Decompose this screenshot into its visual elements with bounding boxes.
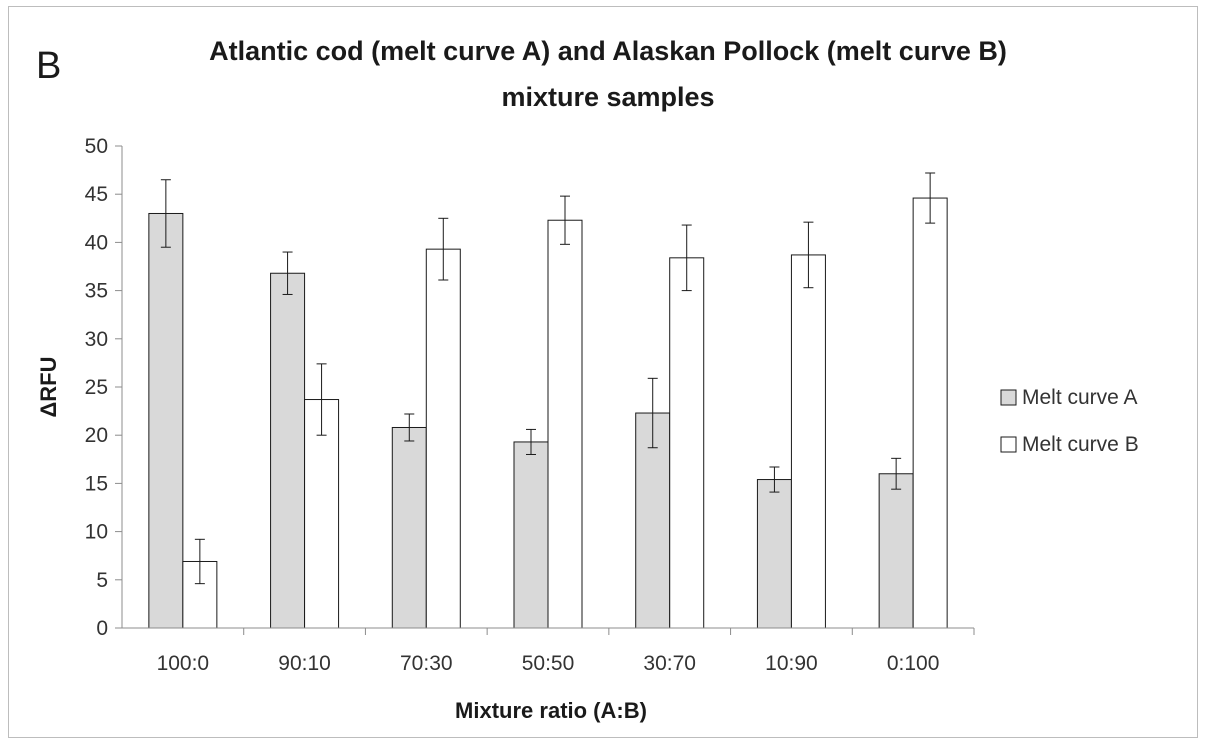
bar-melt-curve-a bbox=[635, 412, 671, 629]
bar-melt-curve-b bbox=[425, 248, 461, 629]
bar-melt-curve-a bbox=[513, 441, 549, 629]
plot-area: 0 5 10 15 20 25 30 35 40 45 50 100:0 90:10 70:30 50:50… bbox=[85, 135, 975, 675]
legend-swatch-melt-curve-b bbox=[1000, 436, 1017, 453]
x-tick-label: 0:100 bbox=[887, 652, 940, 675]
bar-melt-curve-b bbox=[912, 197, 948, 629]
bar-melt-curve-a bbox=[391, 426, 427, 629]
y-tick-label: 0 bbox=[96, 617, 108, 640]
legend-swatch-melt-curve-a bbox=[1000, 389, 1017, 406]
x-tick-label: 30:70 bbox=[643, 652, 696, 675]
x-tick-label: 10:90 bbox=[765, 652, 818, 675]
bar-melt-curve-a bbox=[756, 479, 792, 629]
legend-label-melt-curve-a: Melt curve A bbox=[1022, 386, 1138, 409]
y-tick-label: 35 bbox=[85, 280, 108, 303]
bar-melt-curve-b bbox=[790, 254, 826, 629]
y-tick-label: 10 bbox=[85, 521, 108, 544]
bar-melt-curve-a bbox=[878, 473, 914, 629]
chart-title-line-2: mixture samples bbox=[501, 82, 714, 112]
legend: Melt curve A Melt curve B bbox=[1000, 386, 1139, 456]
y-tick-label: 30 bbox=[85, 328, 108, 351]
y-tick-label: 25 bbox=[85, 376, 108, 399]
y-tick-label: 20 bbox=[85, 424, 108, 447]
bar-melt-curve-b bbox=[304, 399, 340, 629]
bar-melt-curve-b bbox=[547, 219, 583, 629]
panel-label: B bbox=[36, 45, 61, 87]
x-tick-label: 50:50 bbox=[522, 652, 575, 675]
x-tick-label: 90:10 bbox=[278, 652, 331, 675]
bar-melt-curve-a bbox=[270, 272, 306, 629]
legend-label-melt-curve-b: Melt curve B bbox=[1022, 433, 1139, 456]
x-tick-label: 70:30 bbox=[400, 652, 453, 675]
x-tick-label: 100:0 bbox=[157, 652, 210, 675]
x-axis-label: Mixture ratio (A:B) bbox=[455, 698, 647, 723]
y-tick-label: 40 bbox=[85, 231, 108, 254]
chart-title-line-1: Atlantic cod (melt curve A) and Alaskan … bbox=[209, 36, 1007, 66]
bar-melt-curve-b bbox=[669, 257, 705, 629]
bar-melt-curve-a bbox=[148, 212, 184, 629]
y-tick-label: 50 bbox=[85, 135, 108, 158]
y-tick-label: 5 bbox=[96, 569, 108, 592]
y-tick-label: 45 bbox=[85, 183, 108, 206]
y-tick-label: 15 bbox=[85, 472, 108, 495]
y-axis-label: ΔRFU bbox=[36, 356, 61, 417]
